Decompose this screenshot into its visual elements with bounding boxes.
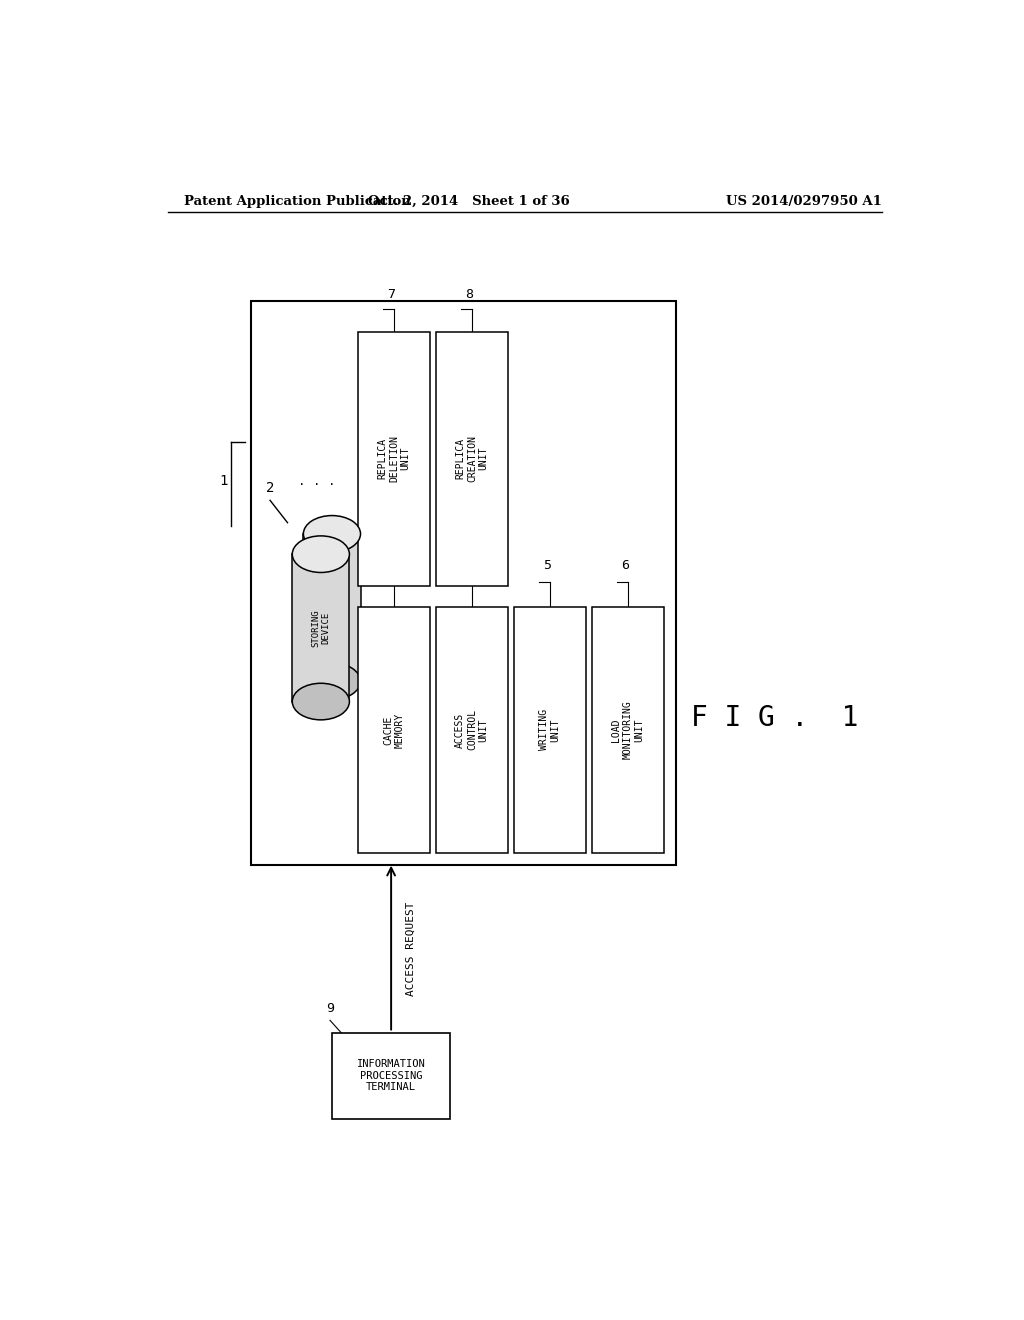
Bar	[358, 331, 430, 586]
Text: 9: 9	[326, 1002, 334, 1015]
Text: 6: 6	[622, 558, 630, 572]
Text: . . .: . . .	[298, 474, 336, 487]
Bar	[303, 533, 360, 681]
Bar	[251, 301, 676, 865]
Text: 1: 1	[219, 474, 227, 488]
Bar	[333, 1032, 450, 1119]
Ellipse shape	[292, 536, 349, 573]
Text: STORING
DEVICE: STORING DEVICE	[311, 609, 331, 647]
Text: REPLICA
CREATION
UNIT: REPLICA CREATION UNIT	[456, 436, 488, 482]
Ellipse shape	[303, 663, 360, 700]
Text: 5: 5	[544, 558, 552, 572]
Text: 7: 7	[387, 288, 395, 301]
Text: CACHE
MEMORY: CACHE MEMORY	[383, 713, 404, 747]
Bar	[436, 607, 508, 853]
Text: 4: 4	[466, 558, 473, 572]
Bar	[592, 607, 664, 853]
Text: LOAD
MONITORING
UNIT: LOAD MONITORING UNIT	[611, 701, 644, 759]
Ellipse shape	[292, 684, 349, 719]
Bar	[436, 331, 508, 586]
Text: US 2014/0297950 A1: US 2014/0297950 A1	[726, 194, 882, 207]
Bar	[358, 607, 430, 853]
Bar	[292, 554, 349, 701]
Text: ACCESS
CONTROL
UNIT: ACCESS CONTROL UNIT	[456, 709, 488, 751]
Text: 8: 8	[466, 288, 473, 301]
Ellipse shape	[303, 516, 360, 552]
Text: ACCESS REQUEST: ACCESS REQUEST	[406, 902, 416, 995]
Bar	[514, 607, 586, 853]
Text: Patent Application Publication: Patent Application Publication	[183, 194, 411, 207]
Text: 3: 3	[387, 558, 395, 572]
Text: Oct. 2, 2014   Sheet 1 of 36: Oct. 2, 2014 Sheet 1 of 36	[369, 194, 570, 207]
Text: INFORMATION
PROCESSING
TERMINAL: INFORMATION PROCESSING TERMINAL	[356, 1059, 426, 1093]
Text: F I G .  1: F I G . 1	[691, 704, 858, 733]
Text: REPLICA
DELETION
UNIT: REPLICA DELETION UNIT	[378, 436, 411, 482]
Text: WRITING
UNIT: WRITING UNIT	[539, 709, 561, 751]
Text: 2: 2	[266, 482, 274, 495]
